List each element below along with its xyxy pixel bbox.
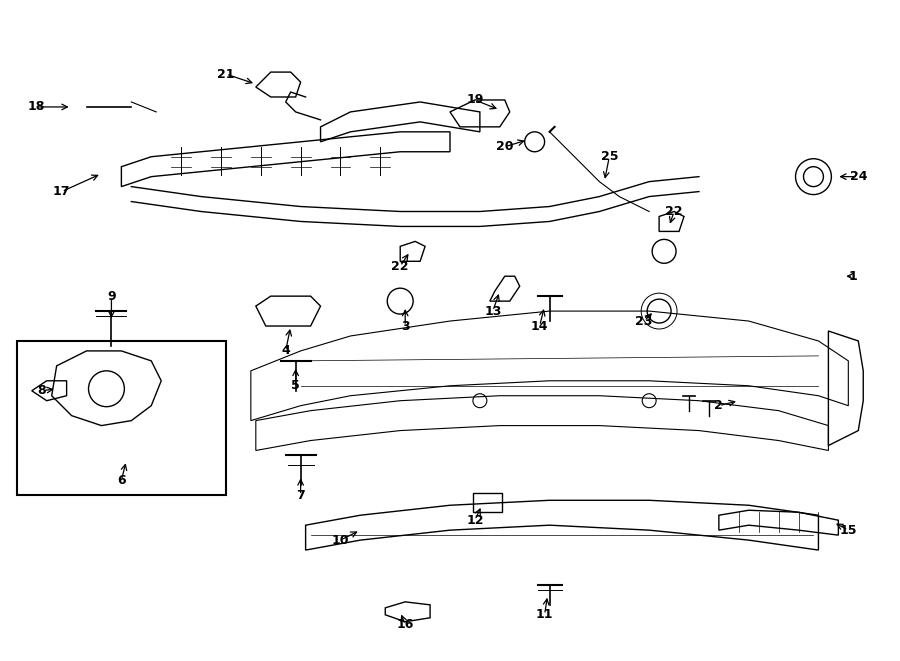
Text: 11: 11 bbox=[536, 608, 554, 621]
Text: 10: 10 bbox=[332, 533, 349, 547]
Text: 15: 15 bbox=[840, 524, 857, 537]
Text: 14: 14 bbox=[531, 319, 548, 332]
Text: 13: 13 bbox=[484, 305, 501, 317]
Text: 25: 25 bbox=[600, 150, 618, 163]
Text: 20: 20 bbox=[496, 140, 514, 153]
Text: 7: 7 bbox=[296, 488, 305, 502]
Text: 24: 24 bbox=[850, 170, 867, 183]
Text: 2: 2 bbox=[715, 399, 724, 412]
Text: 8: 8 bbox=[38, 384, 46, 397]
Text: 5: 5 bbox=[292, 379, 300, 392]
Text: 16: 16 bbox=[397, 618, 414, 631]
Text: 12: 12 bbox=[466, 514, 483, 527]
Text: 19: 19 bbox=[466, 93, 483, 106]
Text: 22: 22 bbox=[392, 260, 409, 273]
Text: 17: 17 bbox=[53, 185, 70, 198]
Text: 22: 22 bbox=[665, 205, 683, 218]
Text: 6: 6 bbox=[117, 474, 126, 487]
Text: 9: 9 bbox=[107, 290, 116, 303]
Text: 21: 21 bbox=[217, 67, 235, 81]
Text: 18: 18 bbox=[28, 100, 45, 114]
Text: 4: 4 bbox=[282, 344, 290, 358]
Text: 1: 1 bbox=[849, 270, 858, 283]
Text: 23: 23 bbox=[635, 315, 652, 328]
Text: 3: 3 bbox=[400, 319, 410, 332]
